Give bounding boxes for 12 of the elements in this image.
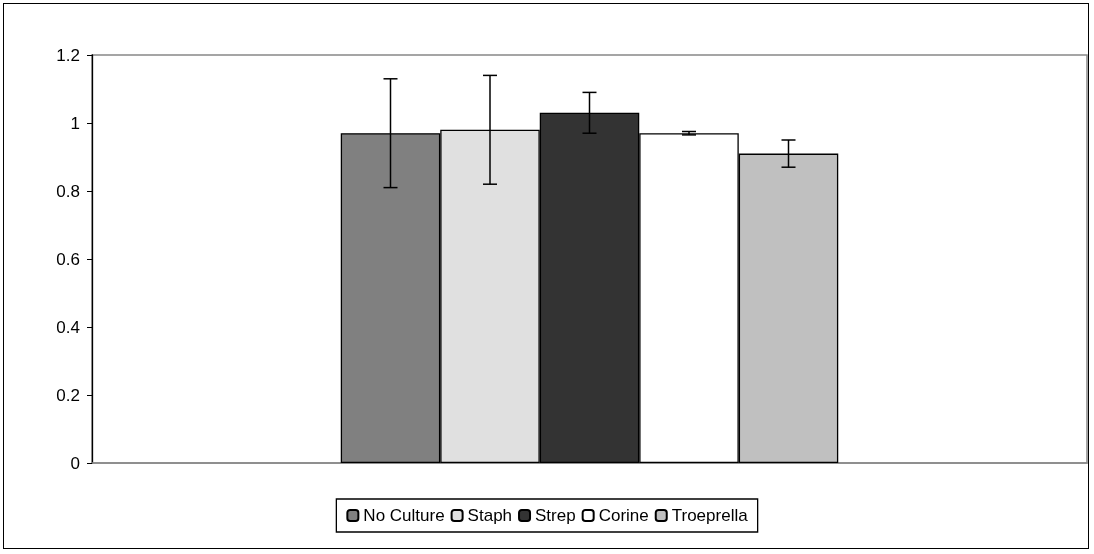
y-tick-label: 0.6	[56, 249, 80, 269]
legend-label: Corine	[598, 506, 649, 525]
y-tick-label: 0.2	[56, 385, 80, 405]
y-tick-label: 1.2	[56, 45, 80, 65]
y-tick-label: 0.4	[56, 317, 80, 337]
legend-label: Staph	[467, 506, 513, 525]
y-tick-label: 0.8	[56, 181, 80, 201]
y-tick-label: 0	[70, 453, 80, 473]
legend-label: No Culture	[363, 506, 445, 525]
legend-label: Strep	[535, 506, 576, 525]
y-tick-label: 1	[70, 113, 80, 133]
legend-label: Troeprella	[671, 506, 749, 525]
